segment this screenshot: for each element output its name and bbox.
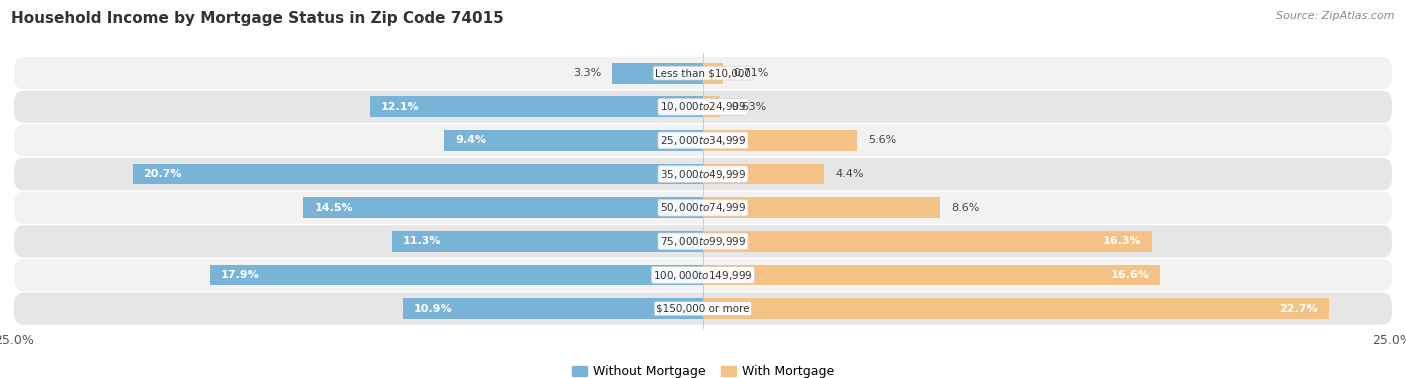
FancyBboxPatch shape <box>14 91 1392 123</box>
Text: 16.3%: 16.3% <box>1102 236 1142 246</box>
Text: 20.7%: 20.7% <box>143 169 183 179</box>
Bar <box>209 265 703 285</box>
FancyBboxPatch shape <box>14 259 1392 291</box>
FancyBboxPatch shape <box>14 158 1392 190</box>
Text: $50,000 to $74,999: $50,000 to $74,999 <box>659 201 747 214</box>
Text: 4.4%: 4.4% <box>835 169 863 179</box>
Text: 14.5%: 14.5% <box>315 203 353 213</box>
FancyBboxPatch shape <box>14 225 1392 257</box>
Bar <box>703 231 1152 252</box>
Text: $10,000 to $24,999: $10,000 to $24,999 <box>659 100 747 113</box>
Bar <box>402 298 703 319</box>
Text: 12.1%: 12.1% <box>381 102 419 112</box>
Text: $35,000 to $49,999: $35,000 to $49,999 <box>659 167 747 181</box>
Bar <box>703 298 1329 319</box>
Text: Source: ZipAtlas.com: Source: ZipAtlas.com <box>1277 11 1395 21</box>
Bar <box>444 130 703 151</box>
FancyBboxPatch shape <box>14 293 1392 325</box>
Text: 10.9%: 10.9% <box>413 304 453 314</box>
Bar <box>703 63 723 84</box>
FancyBboxPatch shape <box>14 192 1392 224</box>
Bar <box>703 197 941 218</box>
Bar <box>703 96 720 117</box>
Text: $25,000 to $34,999: $25,000 to $34,999 <box>659 134 747 147</box>
Bar <box>703 265 1160 285</box>
Text: 8.6%: 8.6% <box>950 203 980 213</box>
Text: 17.9%: 17.9% <box>221 270 260 280</box>
Text: $100,000 to $149,999: $100,000 to $149,999 <box>654 268 752 282</box>
Text: Less than $10,000: Less than $10,000 <box>655 68 751 78</box>
Bar <box>304 197 703 218</box>
Bar <box>392 231 703 252</box>
Text: Household Income by Mortgage Status in Zip Code 74015: Household Income by Mortgage Status in Z… <box>11 11 503 26</box>
Bar <box>703 164 824 184</box>
FancyBboxPatch shape <box>14 57 1392 89</box>
Bar <box>612 63 703 84</box>
FancyBboxPatch shape <box>14 124 1392 156</box>
Legend: Without Mortgage, With Mortgage: Without Mortgage, With Mortgage <box>567 360 839 378</box>
Text: 5.6%: 5.6% <box>869 135 897 146</box>
Text: 3.3%: 3.3% <box>572 68 600 78</box>
Text: $75,000 to $99,999: $75,000 to $99,999 <box>659 235 747 248</box>
Text: 11.3%: 11.3% <box>402 236 441 246</box>
Bar <box>703 130 858 151</box>
Text: 0.63%: 0.63% <box>731 102 766 112</box>
Bar <box>132 164 703 184</box>
Text: 9.4%: 9.4% <box>456 135 486 146</box>
Text: 16.6%: 16.6% <box>1111 270 1150 280</box>
Bar <box>370 96 703 117</box>
Text: 22.7%: 22.7% <box>1279 304 1317 314</box>
Text: 0.71%: 0.71% <box>734 68 769 78</box>
Text: $150,000 or more: $150,000 or more <box>657 304 749 314</box>
